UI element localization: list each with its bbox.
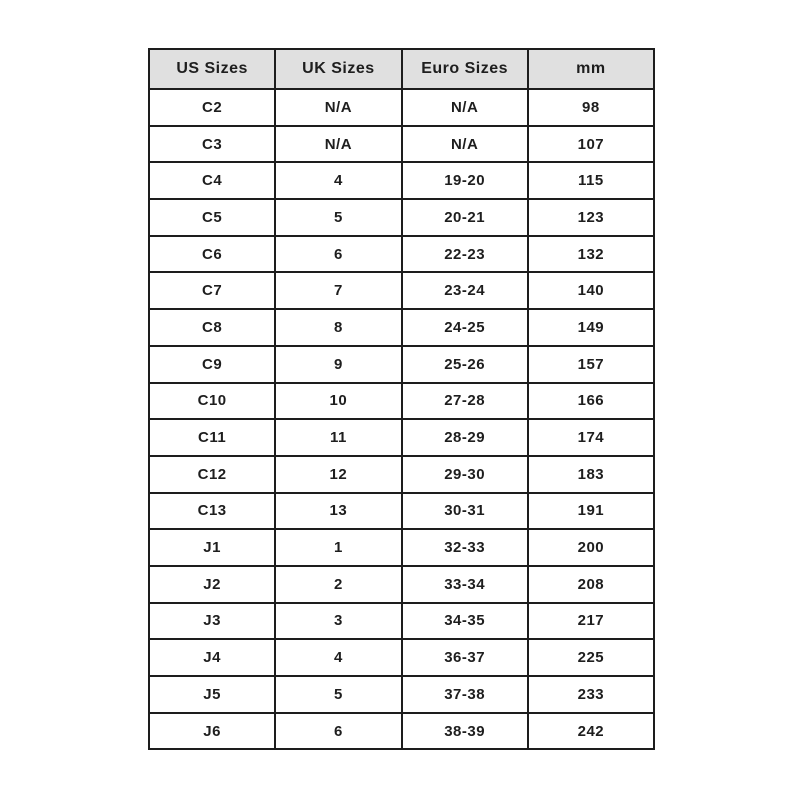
table-cell: 115: [526, 161, 656, 201]
table-cell: 22-23: [400, 234, 529, 274]
table-cell: J4: [147, 638, 277, 677]
table-cell: 157: [526, 344, 656, 384]
table-cell: C11: [147, 418, 277, 457]
table-cell: J5: [147, 675, 277, 714]
table-cell: 6: [274, 711, 403, 751]
table-cell: 174: [526, 418, 656, 457]
table-cell: C5: [147, 198, 277, 237]
table-row: C10 10 27-28 166: [147, 381, 656, 421]
table-cell: C7: [147, 271, 277, 311]
table-row: C8 8 24-25 149: [147, 308, 656, 347]
table-cell: 20-21: [400, 198, 529, 237]
table-cell: C8: [147, 308, 277, 347]
table-row: J4 4 36-37 225: [147, 638, 656, 677]
table-cell: C2: [147, 88, 277, 127]
table-row: J1 1 32-33 200: [147, 528, 656, 567]
table-cell: J6: [147, 711, 277, 751]
table-cell: 30-31: [400, 491, 529, 531]
table-cell: 5: [274, 198, 403, 237]
table-cell: 1: [274, 528, 403, 567]
table-cell: 10: [274, 381, 403, 421]
table-cell: 24-25: [400, 308, 529, 347]
table-cell: 27-28: [400, 381, 529, 421]
table-cell: 5: [274, 675, 403, 714]
table-cell: 38-39: [400, 711, 529, 751]
table-row: J2 2 33-34 208: [147, 564, 656, 604]
table-row: C2 N/A N/A 98: [147, 88, 656, 127]
table-cell: N/A: [274, 88, 403, 127]
table-cell: 217: [526, 601, 656, 641]
table-cell: 191: [526, 491, 656, 531]
table-cell: C9: [147, 344, 277, 384]
table-cell: 3: [274, 601, 403, 641]
table-cell: 32-33: [400, 528, 529, 567]
table-row: C12 12 29-30 183: [147, 454, 656, 494]
table-row: C3 N/A N/A 107: [147, 124, 656, 164]
table-cell: 2: [274, 564, 403, 604]
table-row: C4 4 19-20 115: [147, 161, 656, 201]
table-cell: 34-35: [400, 601, 529, 641]
table-cell: 8: [274, 308, 403, 347]
table-cell: 13: [274, 491, 403, 531]
table-cell: 208: [526, 564, 656, 604]
table-cell: 132: [526, 234, 656, 274]
table-cell: 107: [526, 124, 656, 164]
table-cell: J3: [147, 601, 277, 641]
table-cell: C4: [147, 161, 277, 201]
table-cell: 33-34: [400, 564, 529, 604]
table-cell: 9: [274, 344, 403, 384]
table-row: C9 9 25-26 157: [147, 344, 656, 384]
table-cell: 242: [526, 711, 656, 751]
table-cell: 225: [526, 638, 656, 677]
table-cell: N/A: [274, 124, 403, 164]
table-body: C2 N/A N/A 98 C3 N/A N/A 107 C4 4 19-20 115 C5 5 20-21…: [147, 88, 656, 751]
table-cell: 233: [526, 675, 656, 714]
table-cell: 12: [274, 454, 403, 494]
table-cell: C3: [147, 124, 277, 164]
column-header: UK Sizes: [274, 48, 403, 90]
table-cell: 166: [526, 381, 656, 421]
table-cell: J2: [147, 564, 277, 604]
table-cell: 29-30: [400, 454, 529, 494]
table-row: J5 5 37-38 233: [147, 675, 656, 714]
table-cell: 4: [274, 638, 403, 677]
table-row: C11 11 28-29 174: [147, 418, 656, 457]
table-row: J6 6 38-39 242: [147, 711, 656, 751]
table-cell: 23-24: [400, 271, 529, 311]
table-cell: 11: [274, 418, 403, 457]
shoe-size-conversion-table: US Sizes UK Sizes Euro Sizes mm C2 N/A N/A 98 C…: [147, 48, 656, 751]
column-header: mm: [526, 48, 656, 90]
table-cell: C10: [147, 381, 277, 421]
table-cell: 7: [274, 271, 403, 311]
table-row: C5 5 20-21 123: [147, 198, 656, 237]
table-header-row: US Sizes UK Sizes Euro Sizes mm: [147, 48, 656, 90]
table-cell: 25-26: [400, 344, 529, 384]
table-header: US Sizes UK Sizes Euro Sizes mm: [147, 48, 656, 90]
table-cell: C12: [147, 454, 277, 494]
table-row: J3 3 34-35 217: [147, 601, 656, 641]
column-header: US Sizes: [147, 48, 277, 90]
table-cell: N/A: [400, 124, 529, 164]
table-row: C7 7 23-24 140: [147, 271, 656, 311]
column-header: Euro Sizes: [400, 48, 529, 90]
table-cell: 36-37: [400, 638, 529, 677]
table-cell: 140: [526, 271, 656, 311]
table-cell: 149: [526, 308, 656, 347]
table-cell: C6: [147, 234, 277, 274]
table-cell: J1: [147, 528, 277, 567]
table-cell: 19-20: [400, 161, 529, 201]
table-cell: 37-38: [400, 675, 529, 714]
table-cell: 6: [274, 234, 403, 274]
table-cell: N/A: [400, 88, 529, 127]
table-cell: 28-29: [400, 418, 529, 457]
table-row: C6 6 22-23 132: [147, 234, 656, 274]
table-cell: C13: [147, 491, 277, 531]
table-cell: 98: [526, 88, 656, 127]
table-cell: 4: [274, 161, 403, 201]
table-cell: 123: [526, 198, 656, 237]
table-row: C13 13 30-31 191: [147, 491, 656, 531]
table-cell: 200: [526, 528, 656, 567]
table-cell: 183: [526, 454, 656, 494]
